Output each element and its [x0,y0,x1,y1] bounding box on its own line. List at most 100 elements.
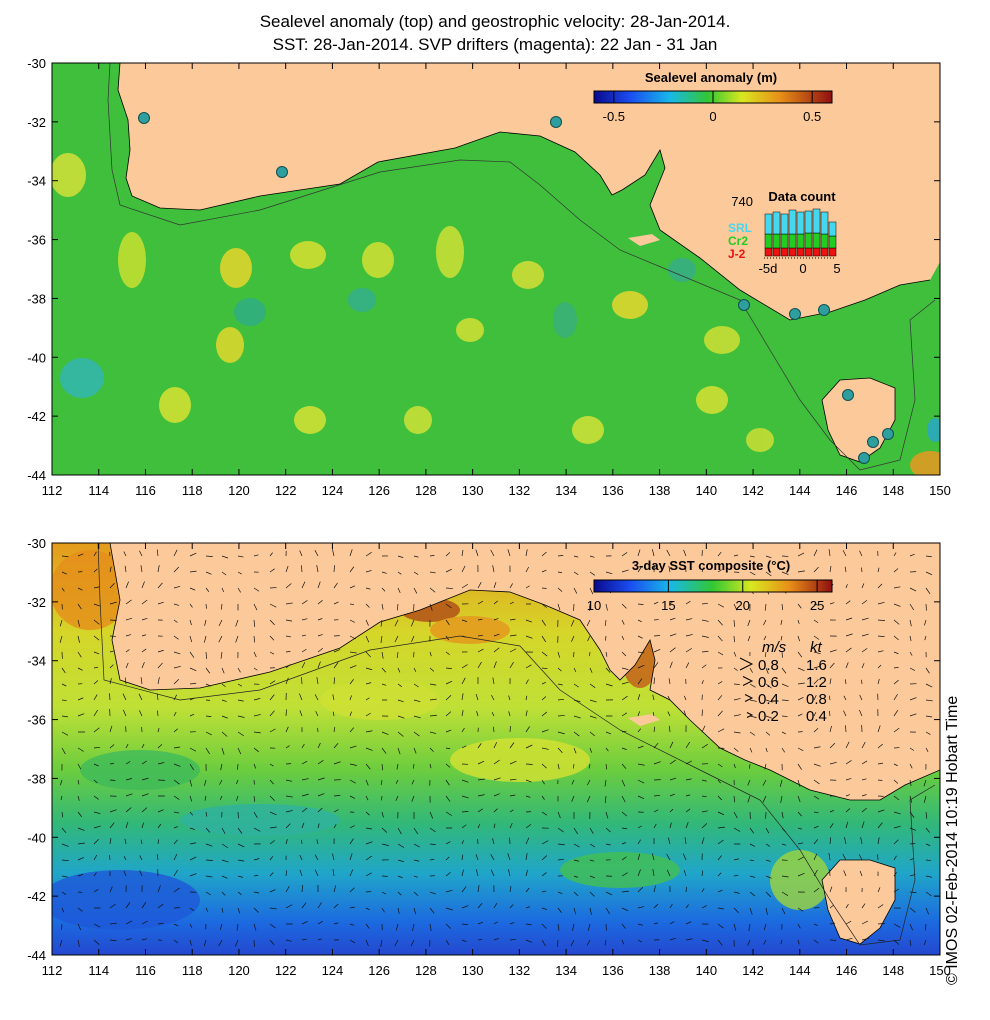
sla-x-tick-label: 120 [228,483,250,498]
velocity-vector [157,839,159,845]
velocity-vector [829,823,834,829]
sla-x-tick-label: 132 [509,483,531,498]
velocity-vector [237,747,242,755]
sst-x-tick-label: 118 [182,963,203,978]
velocity-vector [349,887,355,893]
velocity-vector [301,839,303,845]
velocity-vector [269,923,276,929]
velocity-vector [749,699,757,702]
data-count-bar [804,232,813,249]
velocity-vector [541,872,547,877]
velocity-vector [925,875,933,878]
velocity-vector [285,795,293,798]
velocity-vector [429,587,436,593]
velocity-legend-arrow [739,657,754,671]
velocity-vector [586,795,591,803]
velocity-vector [253,587,260,592]
velocity-vector [77,713,85,717]
velocity-vector [285,779,293,782]
velocity-vector [93,568,98,573]
velocity-vector [445,795,451,802]
velocity-vector [493,759,500,765]
velocity-vector [557,698,565,701]
velocity-vector [269,568,275,573]
velocity-vector [317,600,323,605]
velocity-vector [621,923,626,929]
velocity-vector [429,923,432,931]
velocity-vector [397,859,404,863]
velocity-vector [909,874,916,877]
velocity-vector [813,665,821,669]
velocity-vector [797,779,801,787]
velocity-vector [141,902,147,909]
sla-x-tick-label: 134 [555,483,577,498]
velocity-vector [475,869,479,877]
velocity-vector [508,869,511,877]
velocity-vector [269,795,275,801]
velocity-vector [909,939,912,946]
velocity-vector [461,939,467,943]
velocity-vector [637,839,641,845]
velocity-vector [797,747,804,752]
velocity-vector [189,779,193,787]
velocity-vector [285,664,291,669]
velocity-vector [765,699,773,703]
velocity-vector [764,651,767,657]
velocity-vector [781,731,787,735]
velocity-vector [571,779,575,785]
velocity-vector [669,647,676,653]
sla-map [52,63,940,475]
velocity-vector [909,842,916,845]
tide-gauge-markers [138,112,894,464]
velocity-vector [381,891,387,895]
velocity-vector [797,635,800,642]
velocity-vector [365,619,369,626]
velocity-vector [301,938,307,941]
velocity-vector [557,827,564,833]
velocity-vector [445,889,453,893]
velocity-vector [829,922,835,925]
sst-y-tick-label: -34 [27,654,46,669]
velocity-vector [493,633,500,637]
velocity-vector [525,566,529,573]
sst-x-tick-label: 142 [742,963,764,978]
velocity-vector [893,651,899,655]
velocity-vector [285,583,292,589]
velocity-vector [797,907,804,912]
velocity-vector [203,635,207,643]
sst-x-tick-label: 148 [882,963,904,978]
velocity-vector [236,795,239,801]
velocity-vector [173,923,179,927]
sla-x-tick-label: 126 [368,483,390,498]
velocity-vector [797,873,805,877]
velocity-vector [173,839,178,845]
velocity-vector [429,843,436,845]
velocity-vector [411,635,415,642]
velocity-vector [573,747,577,754]
velocity-vector [507,853,511,861]
velocity-vector [237,843,245,848]
velocity-vector [525,679,529,685]
velocity-vector [93,709,98,717]
velocity-vector [314,694,319,701]
velocity-vector [493,793,500,797]
velocity-legend-arrow [742,676,754,686]
velocity-vector [845,920,852,925]
velocity-vector [733,554,739,557]
velocity-vector [109,939,117,942]
velocity-vector [651,853,655,861]
velocity-vector [429,731,437,734]
velocity-vector [157,601,164,605]
velocity-vector [781,651,783,658]
velocity-vector [109,809,117,813]
velocity-vector [349,763,357,766]
velocity-vector [109,822,115,829]
velocity-vector [829,886,833,893]
velocity-vector [477,921,484,925]
velocity-vector [394,939,399,947]
velocity-vector [605,603,608,611]
velocity-vector [125,821,129,829]
velocity-vector [445,729,452,733]
velocity-vector [109,886,113,893]
velocity-vector [461,565,466,573]
